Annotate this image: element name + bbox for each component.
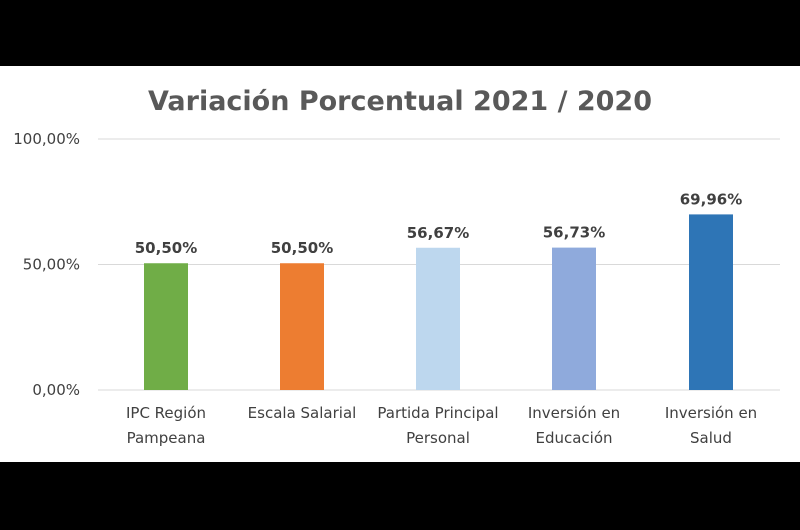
x-category-label: IPC Región <box>126 404 206 422</box>
x-category-label: Inversión en <box>665 404 757 422</box>
bars <box>144 214 733 390</box>
data-label: 56,67% <box>407 224 469 242</box>
y-tick-label: 100,00% <box>13 130 80 148</box>
bar <box>144 263 188 390</box>
bar <box>552 247 596 390</box>
bar <box>416 247 460 390</box>
bar-chart: Variación Porcentual 2021 / 2020 0,00% 50… <box>13 86 780 447</box>
data-label: 50,50% <box>135 239 197 257</box>
bar <box>689 214 733 390</box>
data-label: 56,73% <box>543 224 605 242</box>
data-label: 69,96% <box>680 190 742 208</box>
x-category-label: Escala Salarial <box>248 404 357 422</box>
data-labels: 50,50% 50,50% 56,67% 56,73% 69,96% <box>135 190 742 257</box>
y-tick-label: 0,00% <box>32 381 80 399</box>
chart-area: Variación Porcentual 2021 / 2020 0,00% 50… <box>0 66 800 462</box>
x-category-label: Salud <box>690 429 732 447</box>
x-category-label: Partida Principal <box>377 404 498 422</box>
x-category-label: Inversión en <box>528 404 620 422</box>
bar <box>280 263 324 390</box>
x-category-label: Educación <box>535 429 612 447</box>
x-category-label: Pampeana <box>127 429 206 447</box>
y-axis-ticks: 0,00% 50,00% 100,00% <box>13 130 80 399</box>
data-label: 50,50% <box>271 239 333 257</box>
chart-title: Variación Porcentual 2021 / 2020 <box>148 86 652 117</box>
x-axis-categories: IPC Región Pampeana Escala Salarial Partida… <box>126 404 757 447</box>
y-tick-label: 50,00% <box>23 256 80 274</box>
x-category-label: Personal <box>406 429 470 447</box>
